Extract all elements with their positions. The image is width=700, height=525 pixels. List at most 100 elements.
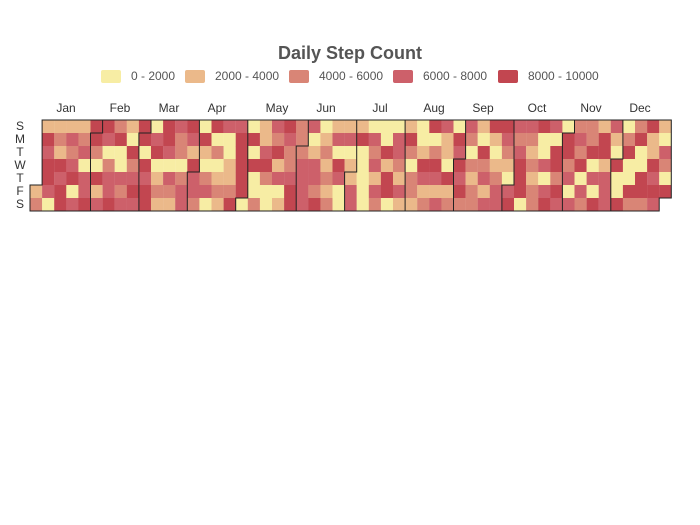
day-cell [102,172,115,186]
day-cell [598,159,611,173]
day-cell [247,172,261,186]
legend-item-1: 2000 - 4000 [185,69,279,83]
day-cell [247,146,261,160]
day-cell [66,120,79,134]
day-cell [441,172,454,186]
month-label-jun: Jun [316,101,335,115]
day-cell [114,198,127,212]
day-cell [42,185,55,199]
legend-label-0: 0 - 2000 [131,69,175,83]
day-cell [441,146,454,160]
day-cell [332,159,345,173]
month-borders [29,119,672,212]
day-cell [175,120,188,134]
day-cell [405,172,418,186]
day-cell [538,159,551,173]
day-cell [538,172,551,186]
day-cell [126,146,140,160]
day-cell [90,146,103,160]
day-cell [417,120,430,134]
day-cell [187,133,200,147]
legend-item-0: 0 - 2000 [101,69,175,83]
day-cell [538,146,551,160]
day-cell [138,172,152,186]
day-cell [259,159,273,173]
day-cell [211,185,224,199]
day-cell [90,120,103,134]
weekday-label-thu: T [16,171,24,185]
day-cell [102,159,115,173]
day-cell [272,198,285,212]
day-cell [429,133,442,147]
day-cell [272,133,285,147]
day-cell [380,159,394,173]
day-cell [78,159,91,173]
day-cell [320,146,333,160]
day-cell [598,146,611,160]
day-cell [501,185,515,199]
day-cell [102,120,115,134]
day-cell [622,146,636,160]
day-cell [622,120,636,134]
day-cell [308,133,321,147]
day-cell [235,159,248,173]
day-cell [42,120,55,134]
day-cell [465,146,478,160]
day-cell [622,185,636,199]
day-cell [562,133,575,147]
day-cell [114,120,127,134]
day-cell [586,198,599,212]
day-cell [175,172,188,186]
day-cell [284,185,297,199]
day-cell [453,146,466,160]
day-cell [187,146,200,160]
day-cell [138,146,152,160]
day-cell [151,159,164,173]
day-cell [622,172,636,186]
day-cell [514,185,527,199]
day-cell [514,133,527,147]
day-cell [259,172,273,186]
month-label-oct: Oct [528,101,547,115]
month-label-jan: Jan [56,101,75,115]
day-cell [284,133,297,147]
month-label-jul: Jul [372,101,387,115]
day-cell [393,133,406,147]
day-cell [223,159,236,173]
day-cell [320,172,333,186]
day-cell [126,198,140,212]
day-cell [586,159,599,173]
day-cell [308,159,321,173]
day-cell [598,185,611,199]
day-cell [380,120,394,134]
day-cell [296,159,309,173]
day-cell [405,133,418,147]
day-cell [163,159,176,173]
day-cell [465,120,478,134]
day-cell [54,198,67,212]
day-cell [393,159,406,173]
day-cell [489,159,503,173]
day-cell [66,198,79,212]
day-cell [586,185,599,199]
weekday-label-sun: S [16,119,24,133]
day-cell [320,159,333,173]
day-cell [562,146,575,160]
day-cell [284,120,297,134]
day-cell [199,120,212,134]
day-cell [368,172,382,186]
day-cell [332,120,345,134]
day-cell [489,120,503,134]
day-cell [259,120,273,134]
day-cell [102,198,115,212]
day-cell [501,198,515,212]
day-cell [223,133,236,147]
day-cell [526,146,539,160]
day-cell [514,159,527,173]
day-cell [526,120,539,134]
day-cell [284,146,297,160]
day-cell [211,146,224,160]
day-cell [308,172,321,186]
day-cell [247,159,261,173]
